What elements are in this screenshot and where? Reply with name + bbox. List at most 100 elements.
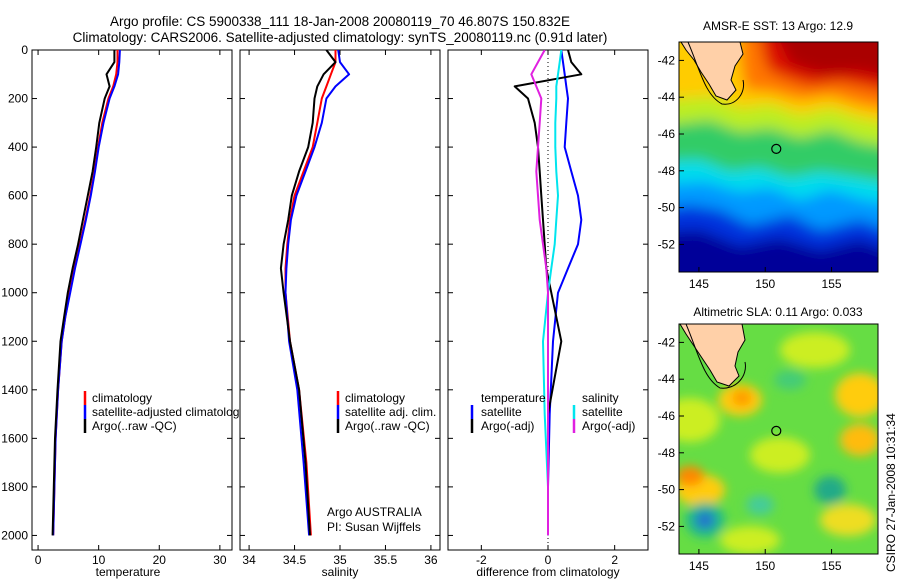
series-line-satellite-adj-clim <box>284 50 351 536</box>
x-tick-label: 20 <box>153 553 167 567</box>
y-tick-label: 1400 <box>1 383 28 397</box>
y-tick-label: 1000 <box>1 286 28 300</box>
legend-label-temp-satellite: satellite <box>481 405 522 419</box>
series-line-argo-raw-qc <box>51 50 116 536</box>
x-tick-label: 35.5 <box>374 553 398 567</box>
temperature-x-axis: 0 10 20 30 <box>35 50 227 567</box>
series-line-temperature-argo-adj <box>513 50 583 536</box>
y-tick-label: 1600 <box>1 431 28 445</box>
map-y-tick-label: -46 <box>658 409 676 423</box>
x-tick-label: 10 <box>92 553 106 567</box>
sst-map-panel: AMSR-E SST: 13 Argo: 12.9 145 150 155 -42 -4… <box>658 19 879 291</box>
x-tick-label: 36 <box>424 553 438 567</box>
tasmania-landmass <box>680 42 744 101</box>
shelf-contour <box>685 324 746 389</box>
x-tick-label: 0 <box>35 553 42 567</box>
timestamp-stamp: CSIRO 27-Jan-2008 10:31:34 <box>884 413 898 572</box>
sla-map-axes: 145 150 155 -42 -44 -46 -48 -50 -52 <box>658 335 842 573</box>
shelf-contour <box>687 42 745 105</box>
legend-label-argo: Argo(..raw -QC) <box>92 419 177 433</box>
argo-position-circle <box>771 143 782 154</box>
y-tick-label: 200 <box>8 92 28 106</box>
temperature-legend: climatology satellite-adjusted climatolo… <box>83 391 245 433</box>
sst-heatmap <box>679 42 878 272</box>
difference-y-ticks <box>448 49 648 536</box>
difference-legend: temperature satellite Argo(-adj) salinit… <box>470 391 635 433</box>
y-tick-label: 1200 <box>1 334 28 348</box>
salinity-lines <box>279 50 351 536</box>
sla-argo-marker <box>771 425 782 436</box>
figure-title-line2: Climatology: CARS2006. Satellite-adjuste… <box>73 30 608 45</box>
y-tick-label: 1800 <box>1 480 28 494</box>
sla-map-frame <box>678 323 879 555</box>
sst-map-frame <box>678 41 879 273</box>
legend-label-argo: Argo(..raw -QC) <box>345 419 430 433</box>
series-line-salinity-argo-adj <box>530 50 549 536</box>
legend-label-temp-argo: Argo(-adj) <box>481 419 534 433</box>
difference-x-label: difference from climatology <box>476 565 619 579</box>
x-tick-label: 34 <box>242 553 256 567</box>
sst-map-title: AMSR-E SST: 13 Argo: 12.9 <box>703 19 853 33</box>
sla-field-blobs <box>679 332 878 554</box>
x-tick-label: 30 <box>213 553 227 567</box>
series-line-temperature-satellite <box>547 50 583 536</box>
x-tick-label: 0 <box>545 553 552 567</box>
difference-panel: -2 0 2 temperature satellite Argo(-adj) sa… <box>447 49 649 579</box>
map-y-tick-label: -48 <box>658 446 676 460</box>
x-tick-label: 34.5 <box>283 553 307 567</box>
legend-heading-temperature: temperature <box>481 391 546 405</box>
salinity-legend: climatology satellite adj. clim. Argo(..… <box>336 391 436 433</box>
map-x-tick-label: 150 <box>755 559 775 573</box>
sla-map-panel: Altimetric SLA: 0.11 Argo: 0.033 <box>658 305 879 573</box>
y-tick-label: 600 <box>8 189 28 203</box>
map-y-tick-label: -44 <box>658 90 676 104</box>
salinity-panel: 34 34.5 35 35.5 36 climatology satellite adj… <box>239 49 441 579</box>
map-x-tick-label: 145 <box>689 277 709 291</box>
map-y-tick-label: -50 <box>658 483 676 497</box>
sst-field-bands <box>679 42 878 272</box>
argo-program-label: Argo AUSTRALIA <box>327 505 422 519</box>
figure-title-line1: Argo profile: CS 5900338_111 18-Jan-2008… <box>110 14 570 29</box>
temperature-axes-box <box>31 49 233 551</box>
legend-label-climatology: climatology <box>345 391 405 405</box>
map-x-tick-label: 145 <box>689 559 709 573</box>
x-tick-label: 2 <box>611 553 618 567</box>
x-tick-label: -2 <box>476 553 487 567</box>
tasmania-landmass <box>679 324 746 387</box>
salinity-x-axis: 34 34.5 35 35.5 36 <box>242 50 438 567</box>
series-line-salinity-satellite <box>542 50 563 536</box>
y-tick-label: 800 <box>8 237 28 251</box>
series-line-argo-raw-qc <box>279 50 337 536</box>
y-tick-label: 0 <box>21 43 28 57</box>
map-y-tick-label: -48 <box>658 164 676 178</box>
depth-axis: 0 200 400 600 800 1000 1200 1400 1600 1800 2000 <box>1 43 232 542</box>
map-y-tick-label: -44 <box>658 372 676 386</box>
map-y-tick-label: -42 <box>658 53 676 67</box>
x-tick-label: 35 <box>333 553 347 567</box>
y-tick-label: 400 <box>8 140 28 154</box>
map-y-tick-label: -52 <box>658 519 676 533</box>
y-tick-label: 2000 <box>1 528 28 542</box>
map-x-tick-label: 150 <box>755 277 775 291</box>
legend-label-satellite: satellite adj. clim. <box>345 405 436 419</box>
salinity-y-ticks <box>240 49 440 536</box>
pi-label: PI: Susan Wijffels <box>327 520 421 534</box>
salinity-x-label: salinity <box>322 565 359 579</box>
map-x-tick-label: 155 <box>822 559 842 573</box>
sst-map-axes: 145 150 155 -42 -44 -46 -48 -50 -52 <box>658 53 842 291</box>
map-y-tick-label: -50 <box>658 201 676 215</box>
legend-label-satellite: satellite-adjusted climatology <box>92 405 245 419</box>
legend-label-sal-satellite: satellite <box>582 405 623 419</box>
map-y-tick-label: -46 <box>658 127 676 141</box>
sla-map-title: Altimetric SLA: 0.11 Argo: 0.033 <box>693 305 863 319</box>
temperature-x-label: temperature <box>96 565 161 579</box>
legend-heading-salinity: salinity <box>582 391 619 405</box>
temperature-lines <box>51 50 121 536</box>
sla-heatmap <box>679 324 878 554</box>
sst-argo-marker <box>771 143 782 154</box>
map-y-tick-label: -42 <box>658 335 676 349</box>
map-x-tick-label: 155 <box>822 277 842 291</box>
argo-position-circle <box>771 425 782 436</box>
legend-label-sal-argo: Argo(-adj) <box>582 419 635 433</box>
